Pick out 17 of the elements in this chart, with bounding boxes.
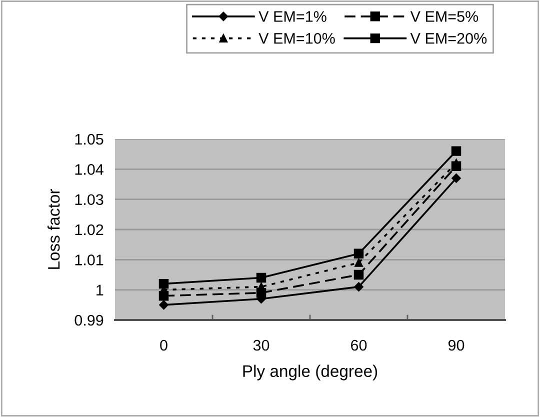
y-axis-title: Loss factor	[48, 189, 60, 269]
x-tick-label: 60	[351, 340, 367, 351]
y-tick-label: 1.05	[75, 134, 104, 145]
x-tick-label: 90	[448, 340, 464, 351]
y-tick-label: 0.99	[74, 314, 104, 326]
legend-label: V EM=20%	[410, 32, 487, 44]
y-tick-label: 1.03	[75, 194, 104, 206]
legend-label: V EM=1%	[258, 11, 326, 22]
x-tick-label: 30	[253, 340, 270, 351]
x-axis-title: Ply angle (degree)	[243, 364, 378, 380]
y-tick-label: 1.02	[75, 224, 104, 236]
y-tick-label: 1.01	[75, 254, 104, 266]
legend-label: V EM=10%	[258, 32, 335, 44]
y-tick-label: 1	[96, 284, 104, 296]
x-tick-label: 0	[160, 340, 168, 351]
legend-label: V EM=5%	[410, 11, 478, 22]
y-tick-label: 1.04	[75, 164, 104, 175]
